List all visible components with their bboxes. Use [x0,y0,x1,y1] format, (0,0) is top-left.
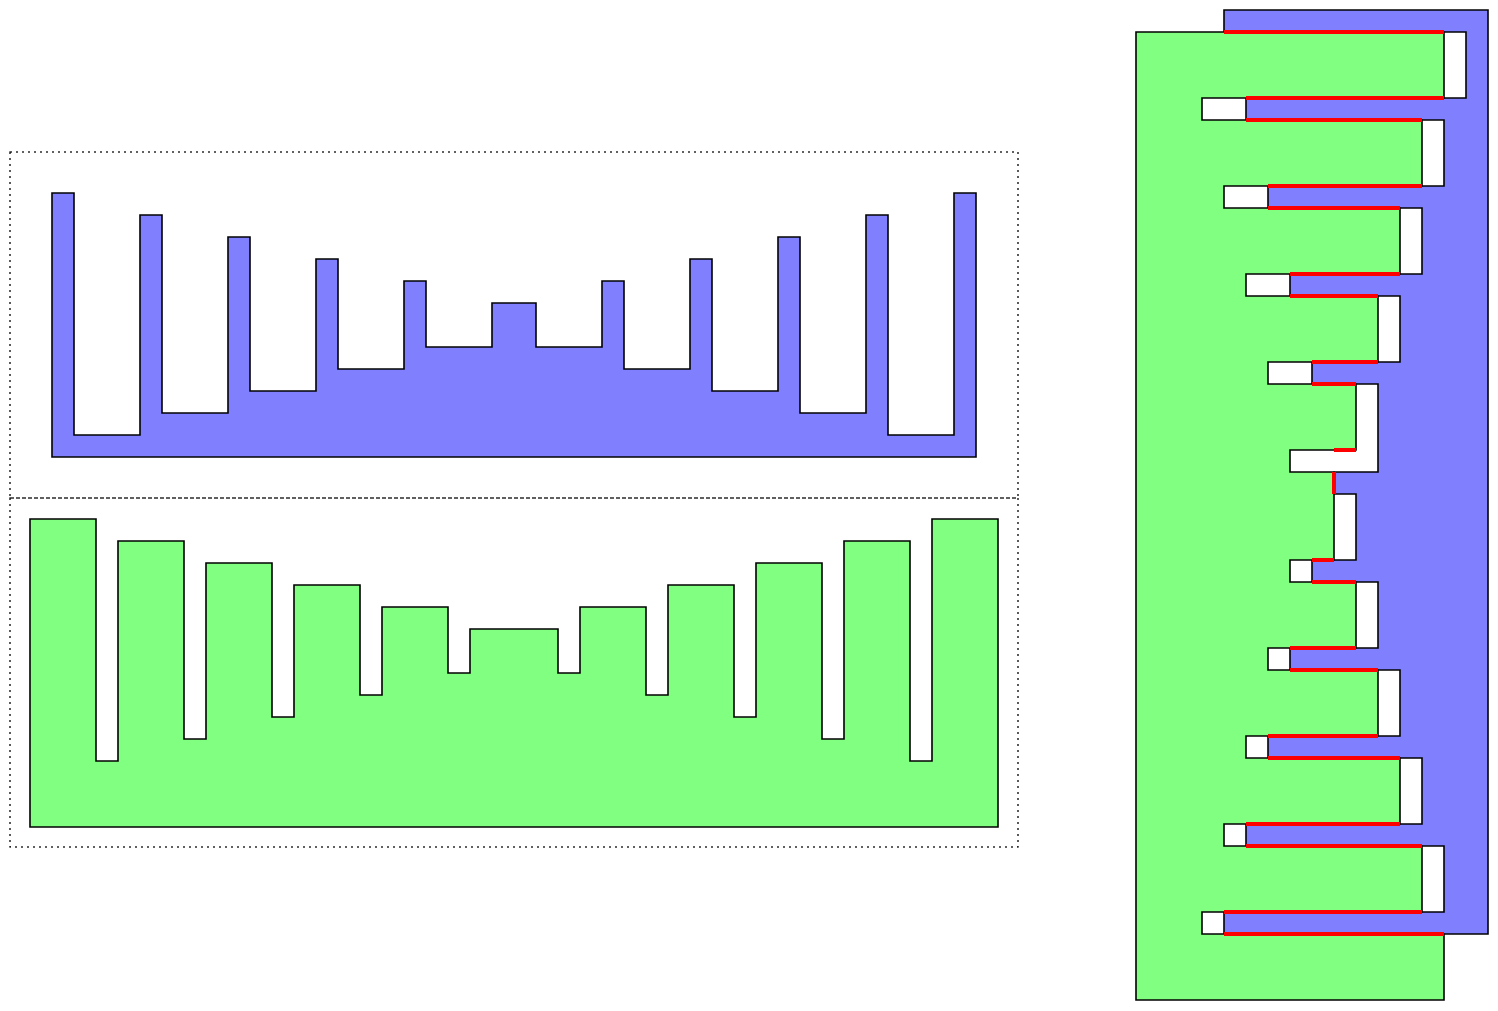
seam-lines [1224,30,1444,936]
blue-comb-piece [51,192,977,458]
green-comb-piece [29,518,999,828]
interlocked-assembly [1135,9,1489,1001]
top-frame [9,151,1019,499]
bottom-frame [9,497,1019,848]
